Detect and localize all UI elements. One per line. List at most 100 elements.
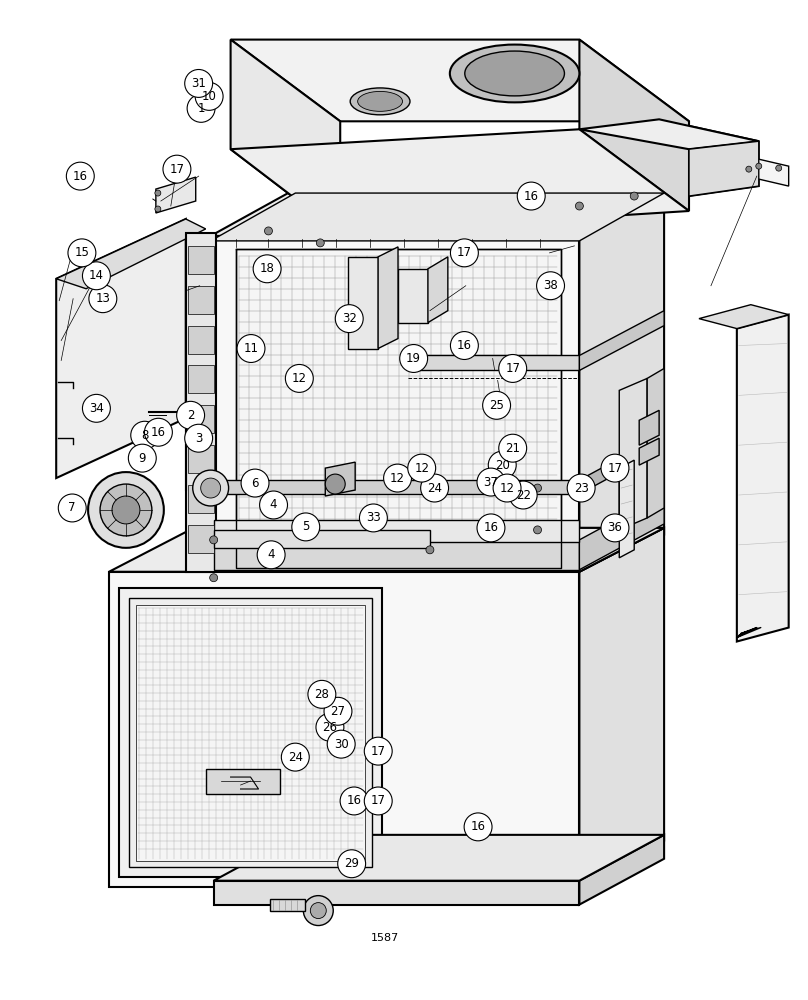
Circle shape <box>384 464 411 492</box>
Circle shape <box>310 903 326 919</box>
Polygon shape <box>619 460 634 558</box>
Ellipse shape <box>358 91 402 111</box>
Text: 13: 13 <box>95 292 110 305</box>
Circle shape <box>303 896 333 926</box>
Text: 17: 17 <box>170 163 184 176</box>
Circle shape <box>421 474 448 502</box>
Circle shape <box>324 697 352 725</box>
Circle shape <box>477 468 505 496</box>
Circle shape <box>533 484 541 492</box>
Text: 26: 26 <box>322 721 338 734</box>
Circle shape <box>292 513 320 541</box>
Polygon shape <box>579 434 664 494</box>
Circle shape <box>82 394 111 422</box>
Text: 12: 12 <box>499 482 515 495</box>
Circle shape <box>575 202 583 210</box>
Polygon shape <box>156 177 196 213</box>
Polygon shape <box>211 528 664 572</box>
Circle shape <box>200 478 221 498</box>
Polygon shape <box>211 189 664 236</box>
Polygon shape <box>579 40 689 211</box>
Polygon shape <box>109 528 664 572</box>
Circle shape <box>316 239 324 247</box>
Polygon shape <box>213 881 579 905</box>
Circle shape <box>257 541 285 569</box>
Circle shape <box>482 391 511 419</box>
Polygon shape <box>485 159 789 209</box>
Circle shape <box>338 850 365 878</box>
Polygon shape <box>579 835 664 905</box>
Polygon shape <box>136 605 365 861</box>
Polygon shape <box>213 530 430 548</box>
Polygon shape <box>236 249 562 568</box>
Circle shape <box>155 206 161 212</box>
Polygon shape <box>213 480 579 494</box>
Circle shape <box>185 424 213 452</box>
Circle shape <box>464 813 492 841</box>
Circle shape <box>131 421 158 449</box>
Text: 28: 28 <box>314 688 330 701</box>
Circle shape <box>259 491 288 519</box>
Polygon shape <box>579 311 664 370</box>
Polygon shape <box>187 246 213 274</box>
Text: 20: 20 <box>494 459 510 472</box>
Circle shape <box>264 227 272 235</box>
Circle shape <box>567 474 595 502</box>
Circle shape <box>477 514 505 542</box>
Polygon shape <box>187 405 213 433</box>
Polygon shape <box>639 410 659 445</box>
Polygon shape <box>699 305 789 329</box>
Circle shape <box>327 730 356 758</box>
Text: 8: 8 <box>141 429 149 442</box>
Text: 5: 5 <box>302 520 309 533</box>
Circle shape <box>163 155 191 183</box>
Text: 31: 31 <box>191 77 206 90</box>
Circle shape <box>746 166 751 172</box>
Text: 16: 16 <box>524 190 539 203</box>
Text: 4: 4 <box>267 548 275 561</box>
Text: 1: 1 <box>197 102 205 115</box>
Text: 16: 16 <box>470 820 486 833</box>
Polygon shape <box>186 233 216 572</box>
Circle shape <box>408 454 436 482</box>
Text: 29: 29 <box>344 857 360 870</box>
Text: 7: 7 <box>69 501 76 514</box>
Circle shape <box>533 526 541 534</box>
Text: 24: 24 <box>288 751 303 764</box>
Polygon shape <box>187 365 213 393</box>
Circle shape <box>128 444 156 472</box>
Polygon shape <box>737 315 789 642</box>
Text: 12: 12 <box>390 472 405 485</box>
Polygon shape <box>579 528 664 887</box>
Polygon shape <box>211 236 579 580</box>
Text: 36: 36 <box>608 521 622 534</box>
Circle shape <box>89 285 117 313</box>
Circle shape <box>241 469 269 497</box>
Circle shape <box>450 239 478 267</box>
Ellipse shape <box>465 51 565 96</box>
Text: 15: 15 <box>74 246 90 259</box>
Polygon shape <box>378 247 398 349</box>
Text: 32: 32 <box>342 312 356 325</box>
Circle shape <box>187 94 215 122</box>
Polygon shape <box>206 769 280 794</box>
Circle shape <box>281 743 309 771</box>
Polygon shape <box>579 119 759 149</box>
Polygon shape <box>619 378 647 530</box>
Circle shape <box>155 190 161 196</box>
Circle shape <box>426 546 434 554</box>
Circle shape <box>253 255 281 283</box>
Circle shape <box>776 165 781 171</box>
Polygon shape <box>187 485 213 513</box>
Circle shape <box>537 272 565 300</box>
Text: 12: 12 <box>292 372 307 385</box>
Circle shape <box>196 82 223 110</box>
Polygon shape <box>398 269 428 323</box>
Polygon shape <box>348 257 378 349</box>
Text: 23: 23 <box>574 482 588 495</box>
Polygon shape <box>639 438 659 465</box>
Polygon shape <box>428 257 448 323</box>
Polygon shape <box>271 899 305 911</box>
Circle shape <box>185 69 213 97</box>
Circle shape <box>209 574 217 582</box>
